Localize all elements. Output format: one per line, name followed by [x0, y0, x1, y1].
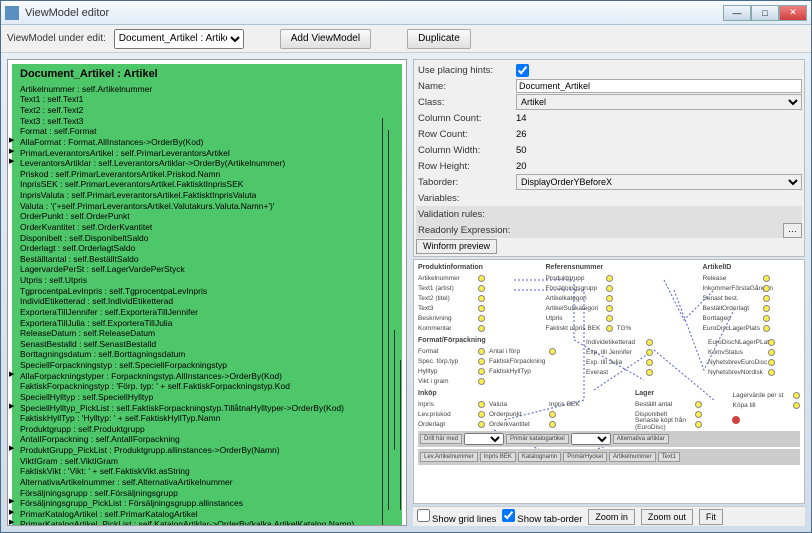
tree-row[interactable]: AllaFormat : Format.AllInstances->OrderB…	[20, 137, 394, 148]
tree-row[interactable]: ExporteraTillJulia : self.ExporteraTillJ…	[20, 318, 394, 329]
tree-row[interactable]: LeverantorsArtiklar : self.LeverantorsAr…	[20, 158, 394, 169]
zoomin-button[interactable]: Zoom in	[588, 509, 635, 525]
preview-grid-header-2: Lev.Artikelnummer Inpris BEK Katalognamn…	[418, 449, 800, 465]
pv-select-2[interactable]	[571, 433, 611, 445]
tree-row[interactable]: AlternativaArtikelnummer : self.Alternat…	[20, 477, 394, 488]
tree-row[interactable]: TgprocentpaLevInpris : self.TgprocentpaL…	[20, 286, 394, 297]
tree-row[interactable]: Orderlagt : self.OrderlagtSaldo	[20, 243, 394, 254]
tree-row[interactable]: PrimarKatalogArtikel : self.PrimarKatalo…	[20, 509, 394, 520]
right-panel: Use placing hints: Name: Class:Artikel C…	[413, 59, 805, 526]
showgrid-checkbox[interactable]	[417, 509, 430, 522]
fit-button[interactable]: Fit	[699, 509, 723, 525]
pv-select-1[interactable]	[464, 433, 504, 445]
tree-row[interactable]: InprisSEK : self.PrimarLeverantorsArtike…	[20, 179, 394, 190]
property-grid: Use placing hints: Name: Class:Artikel C…	[413, 59, 805, 257]
rowheight-value: 20	[516, 161, 802, 172]
validation-label: Validation rules:	[416, 209, 516, 220]
tree-row[interactable]: PrimarKatalogArtikel_PickList : self.Kat…	[20, 519, 394, 526]
showtab-label[interactable]: Show tab-order	[502, 509, 582, 525]
preview-panel: Produktinformation Artikelnummer Text1 (…	[413, 259, 805, 504]
class-select[interactable]: Artikel	[516, 94, 802, 110]
pv-sec1: Produktinformation	[418, 264, 516, 271]
minimize-button[interactable]: —	[723, 5, 751, 21]
tree-row[interactable]: SenastBestalld : self.SenastBestalld	[20, 339, 394, 350]
readonly-label: Readonly Expression:	[416, 225, 516, 236]
tree-row[interactable]: AllaForpackningstyper : Forpackningstyp.…	[20, 371, 394, 382]
tree-row[interactable]: ViktIGram : self.ViktIGram	[20, 456, 394, 467]
tree-row[interactable]: FaktiskHyllTyp : 'Hylltyp: ' + self.Fakt…	[20, 413, 394, 424]
app-window: ViewModel editor — □ ✕ ViewModel under e…	[0, 0, 812, 533]
winform-preview-button[interactable]: Winform preview	[416, 239, 497, 254]
zoomout-button[interactable]: Zoom out	[641, 509, 693, 525]
class-label: Class:	[416, 97, 516, 108]
tree-row[interactable]: Försäljningsgrupp : self.Försäljningsgru…	[20, 488, 394, 499]
preview-toolbar: Show grid lines Show tab-order Zoom in Z…	[413, 506, 805, 526]
taborder-select[interactable]: DisplayOrderYBeforeX	[516, 174, 802, 190]
rowcount-value: 26	[516, 129, 802, 140]
tree-row[interactable]: Text2 : self.Text2	[20, 105, 394, 116]
content-area: Document_Artikel : Artikel Artikelnummer…	[1, 53, 811, 532]
useplacing-checkbox[interactable]	[516, 64, 529, 77]
preview-grid-header-1: Drill här med Primär katalogartikel Alte…	[418, 431, 800, 447]
tree-row[interactable]: SpeciellHylltyp_PickList : self.FaktiskF…	[20, 403, 394, 414]
readonly-edit-button[interactable]: …	[783, 223, 802, 238]
tree-row[interactable]: Produktgrupp : self.Produktgrupp	[20, 424, 394, 435]
tree-row[interactable]: SpeciellHylltyp : self.SpeciellHylltyp	[20, 392, 394, 403]
window-title: ViewModel editor	[25, 7, 723, 19]
close-button[interactable]: ✕	[779, 5, 807, 21]
colwidth-value: 50	[516, 145, 802, 156]
viewmodel-label: ViewModel under edit:	[7, 33, 106, 44]
showgrid-label[interactable]: Show grid lines	[417, 509, 496, 525]
tree-row[interactable]: Text1 : self.Text1	[20, 94, 394, 105]
name-label: Name:	[416, 81, 516, 92]
tree-row[interactable]: LagervardePerSt : self.LagerVardePerStyc…	[20, 264, 394, 275]
tree-panel[interactable]: Document_Artikel : Artikel Artikelnummer…	[7, 59, 407, 526]
tree-row[interactable]: Valuta : '('+self.PrimarLeverantorsArtik…	[20, 201, 394, 212]
maximize-button[interactable]: □	[751, 5, 779, 21]
tree-row[interactable]: SpeciellForpackningstyp : self.SpeciellF…	[20, 360, 394, 371]
tree-row[interactable]: Borttagningsdatum : self.Borttagningsdat…	[20, 349, 394, 360]
tree-box: Document_Artikel : Artikel Artikelnummer…	[12, 64, 402, 526]
tree-row[interactable]: Beställtantal : self.BeställtSaldo	[20, 254, 394, 265]
useplacing-label: Use placing hints:	[416, 65, 516, 76]
viewmodel-dropdown[interactable]: Document_Artikel : Artikel	[114, 29, 244, 49]
tree-row[interactable]: FaktiskVikt : 'Vikt: ' + self.FaktiskVik…	[20, 466, 394, 477]
tree-row[interactable]: Artikelnummer : self.Artikelnummer	[20, 84, 394, 95]
colcount-label: Column Count:	[416, 113, 516, 124]
titlebar: ViewModel editor — □ ✕	[1, 1, 811, 25]
app-icon	[5, 6, 19, 20]
rowheight-label: Row Height:	[416, 161, 516, 172]
tree-row[interactable]: FaktiskForpackningstyp : 'Förp. typ: ' +…	[20, 381, 394, 392]
duplicate-button[interactable]: Duplicate	[407, 29, 471, 49]
rowcount-label: Row Count:	[416, 129, 516, 140]
variables-label: Variables:	[416, 193, 516, 204]
tree-row[interactable]: Priskod : self.PrimarLeverantorsArtikel.…	[20, 169, 394, 180]
node-icon	[478, 275, 485, 282]
tree-row[interactable]: IndividEtiketterad : self.IndividEtikett…	[20, 296, 394, 307]
tree-row[interactable]: ProduktGrupp_PickList : Produktgrupp.all…	[20, 445, 394, 456]
add-viewmodel-button[interactable]: Add ViewModel	[280, 29, 371, 49]
tree-row[interactable]: Disponibelt : self.DisponibeltSaldo	[20, 233, 394, 244]
tree-row[interactable]: Text3 : self.Text3	[20, 116, 394, 127]
tree-row[interactable]: InprisValuta : self.PrimarLeverantorsArt…	[20, 190, 394, 201]
taborder-label: Taborder:	[416, 177, 516, 188]
tree-row[interactable]: OrderPunkt : self.OrderPunkt	[20, 211, 394, 222]
tree-row[interactable]: ExporteraTillJennifer : self.ExporteraTi…	[20, 307, 394, 318]
name-input[interactable]	[516, 79, 802, 93]
colcount-value: 14	[516, 113, 802, 124]
tree-row[interactable]: Utpris : self.Utpris	[20, 275, 394, 286]
colwidth-label: Column Width:	[416, 145, 516, 156]
tree-row[interactable]: Försäljningsgrupp_PickList : Försäljning…	[20, 498, 394, 509]
tree-row[interactable]: PrimarLeverantorsArtikel : self.PrimarLe…	[20, 148, 394, 159]
toolbar: ViewModel under edit: Document_Artikel :…	[1, 25, 811, 53]
tree-row[interactable]: OrderKvantitet : self.OrderKvantitet	[20, 222, 394, 233]
showtab-checkbox[interactable]	[502, 509, 515, 522]
tree-row[interactable]: AntalIForpackning : self.AntalIForpackni…	[20, 434, 394, 445]
tree-row[interactable]: Format : self.Format	[20, 126, 394, 137]
tree-header: Document_Artikel : Artikel	[20, 68, 394, 82]
tree-row[interactable]: ReleaseDatum : self.ReleaseDatum	[20, 328, 394, 339]
